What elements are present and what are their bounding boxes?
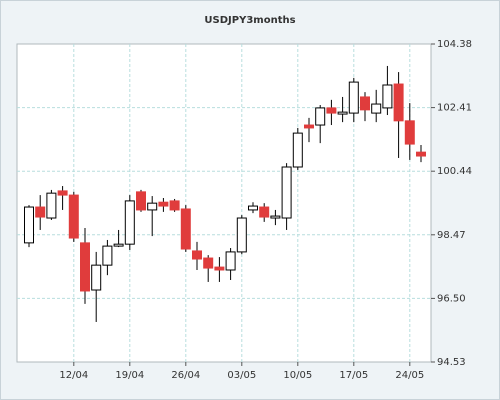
candle-body <box>326 107 337 114</box>
y-tick-label: 100.44 <box>437 166 472 177</box>
candle-body <box>57 190 68 196</box>
candle-body <box>147 202 158 211</box>
candle-body <box>214 266 225 271</box>
candle-body <box>68 194 79 239</box>
candle-body <box>225 251 236 271</box>
candle-body <box>169 200 180 211</box>
candle-body <box>192 250 202 260</box>
candle-body <box>382 84 393 109</box>
x-tick-label: 10/05 <box>283 370 312 381</box>
plot-area <box>16 43 432 363</box>
candle-body <box>80 242 90 292</box>
candle-body <box>102 245 113 266</box>
y-tick-label: 104.38 <box>437 39 472 50</box>
candle-body <box>281 166 292 219</box>
y-tick-label: 102.41 <box>437 103 472 114</box>
y-tick-label: 96.50 <box>437 293 466 304</box>
candle-body <box>270 215 281 219</box>
candle-body <box>348 81 359 114</box>
candle-body <box>292 132 303 168</box>
candle-body <box>24 206 34 244</box>
candle-body <box>304 124 314 129</box>
x-tick-label: 17/05 <box>339 370 368 381</box>
candle-body <box>371 103 382 114</box>
x-tick-label: 12/04 <box>59 370 88 381</box>
candle-body <box>337 111 348 115</box>
candle-body <box>158 201 169 207</box>
y-tick-label: 98.47 <box>437 230 466 241</box>
candle-body <box>203 257 214 269</box>
candle-body <box>393 83 404 122</box>
candle-body <box>136 191 146 211</box>
x-tick-label: 26/04 <box>171 370 200 381</box>
candle-body <box>315 107 326 126</box>
candle-body <box>46 192 57 219</box>
candle-body <box>236 217 247 253</box>
candle-body <box>180 208 191 250</box>
candle-body <box>259 206 270 218</box>
candle-body <box>91 264 102 291</box>
candle-body <box>404 120 415 145</box>
candle-body <box>248 205 258 211</box>
y-tick-label: 94.53 <box>437 357 466 368</box>
candle-body <box>35 206 46 218</box>
x-tick-label: 03/05 <box>227 370 256 381</box>
chart-title: USDJPY3months <box>204 15 295 26</box>
candle-body <box>360 96 370 111</box>
x-tick-label: 24/05 <box>395 370 424 381</box>
candle-body <box>124 200 135 245</box>
x-tick-label: 19/04 <box>115 370 144 381</box>
candle-body <box>113 243 124 247</box>
candle-body <box>416 151 426 157</box>
